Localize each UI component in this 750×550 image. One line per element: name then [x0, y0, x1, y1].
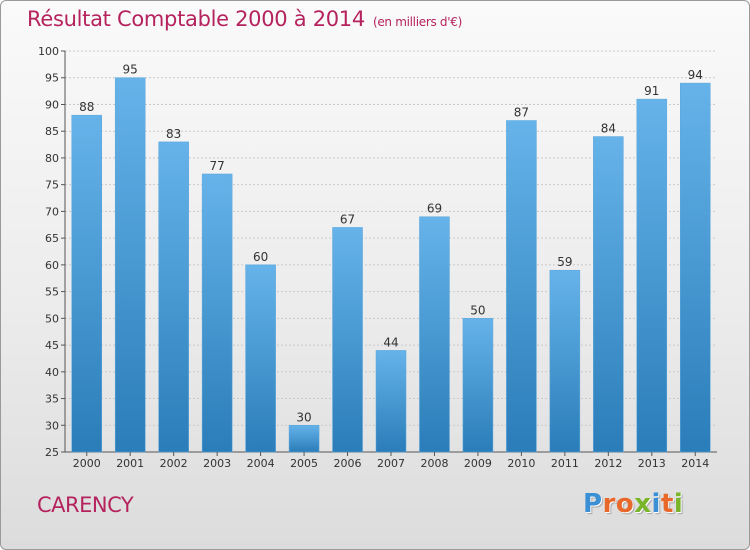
y-tick-label: 100 — [38, 45, 59, 58]
bar — [201, 173, 233, 453]
bar — [288, 425, 320, 453]
bar — [549, 269, 581, 453]
bar — [114, 77, 146, 453]
x-tick-label: 2012 — [594, 457, 622, 470]
bar — [419, 216, 450, 453]
logo-letter: t — [660, 489, 674, 519]
y-tick-label: 85 — [45, 125, 59, 138]
bar — [375, 350, 407, 453]
bar — [71, 114, 102, 453]
bar — [245, 264, 276, 453]
chart-title: Résultat Comptable 2000 à 2014 (en millie… — [27, 7, 462, 31]
bar — [462, 318, 494, 453]
chart-title-text: Résultat Comptable 2000 à 2014 — [27, 7, 365, 31]
logo-letter: i — [651, 489, 661, 519]
y-tick-label: 70 — [45, 205, 59, 218]
y-tick-label: 80 — [45, 152, 59, 165]
y-tick-label: 25 — [45, 446, 59, 459]
data-label: 87 — [514, 106, 529, 120]
x-tick-label: 2003 — [203, 457, 231, 470]
logo-letter: r — [602, 489, 616, 519]
data-label: 95 — [123, 63, 138, 77]
y-tick-label: 90 — [45, 98, 59, 111]
y-tick-label: 50 — [45, 312, 59, 325]
x-tick-label: 2013 — [638, 457, 666, 470]
y-tick-label: 65 — [45, 232, 59, 245]
data-label: 84 — [601, 122, 616, 136]
logo-letter: i — [673, 489, 684, 519]
x-tick-label: 2009 — [464, 457, 492, 470]
proxiti-logo[interactable]: Proxiti — [583, 489, 683, 519]
logo-letter: o — [615, 489, 635, 519]
x-tick-label: 2008 — [420, 457, 448, 470]
x-tick-label: 2010 — [507, 457, 535, 470]
x-tick-label: 2011 — [551, 457, 579, 470]
data-label: 94 — [688, 68, 703, 82]
data-label: 30 — [296, 410, 311, 424]
data-label: 83 — [166, 127, 181, 141]
chart-subtitle: (en milliers d'€) — [372, 15, 462, 29]
data-label: 50 — [470, 303, 485, 317]
y-tick-label: 30 — [45, 419, 59, 432]
x-tick-label: 2005 — [290, 457, 318, 470]
data-label: 77 — [209, 159, 224, 173]
y-tick-label: 40 — [45, 366, 59, 379]
bar — [636, 98, 668, 453]
logo-letter: x — [634, 489, 652, 519]
x-tick-label: 2002 — [160, 457, 188, 470]
data-label: 91 — [644, 84, 659, 98]
bar — [506, 120, 537, 453]
logo-letter: P — [583, 489, 603, 519]
x-tick-label: 2004 — [247, 457, 275, 470]
x-tick-label: 2000 — [73, 457, 101, 470]
data-label: 88 — [79, 100, 94, 114]
data-label: 59 — [557, 255, 572, 269]
data-label: 69 — [427, 202, 442, 216]
x-tick-label: 2014 — [681, 457, 709, 470]
data-label: 44 — [383, 335, 398, 349]
x-tick-label: 2007 — [377, 457, 405, 470]
data-label: 60 — [253, 250, 268, 264]
bar — [680, 82, 711, 453]
y-tick-label: 60 — [45, 259, 59, 272]
x-tick-label: 2006 — [334, 457, 362, 470]
x-tick-label: 2001 — [116, 457, 144, 470]
bar — [593, 136, 624, 453]
data-label: 67 — [340, 212, 355, 226]
y-tick-label: 95 — [45, 72, 59, 85]
y-tick-label: 55 — [45, 286, 59, 299]
bar — [158, 141, 189, 453]
y-tick-label: 45 — [45, 339, 59, 352]
bar — [332, 227, 363, 453]
y-tick-label: 75 — [45, 179, 59, 192]
town-name: CARENCY — [37, 493, 134, 517]
y-tick-label: 35 — [45, 393, 59, 406]
